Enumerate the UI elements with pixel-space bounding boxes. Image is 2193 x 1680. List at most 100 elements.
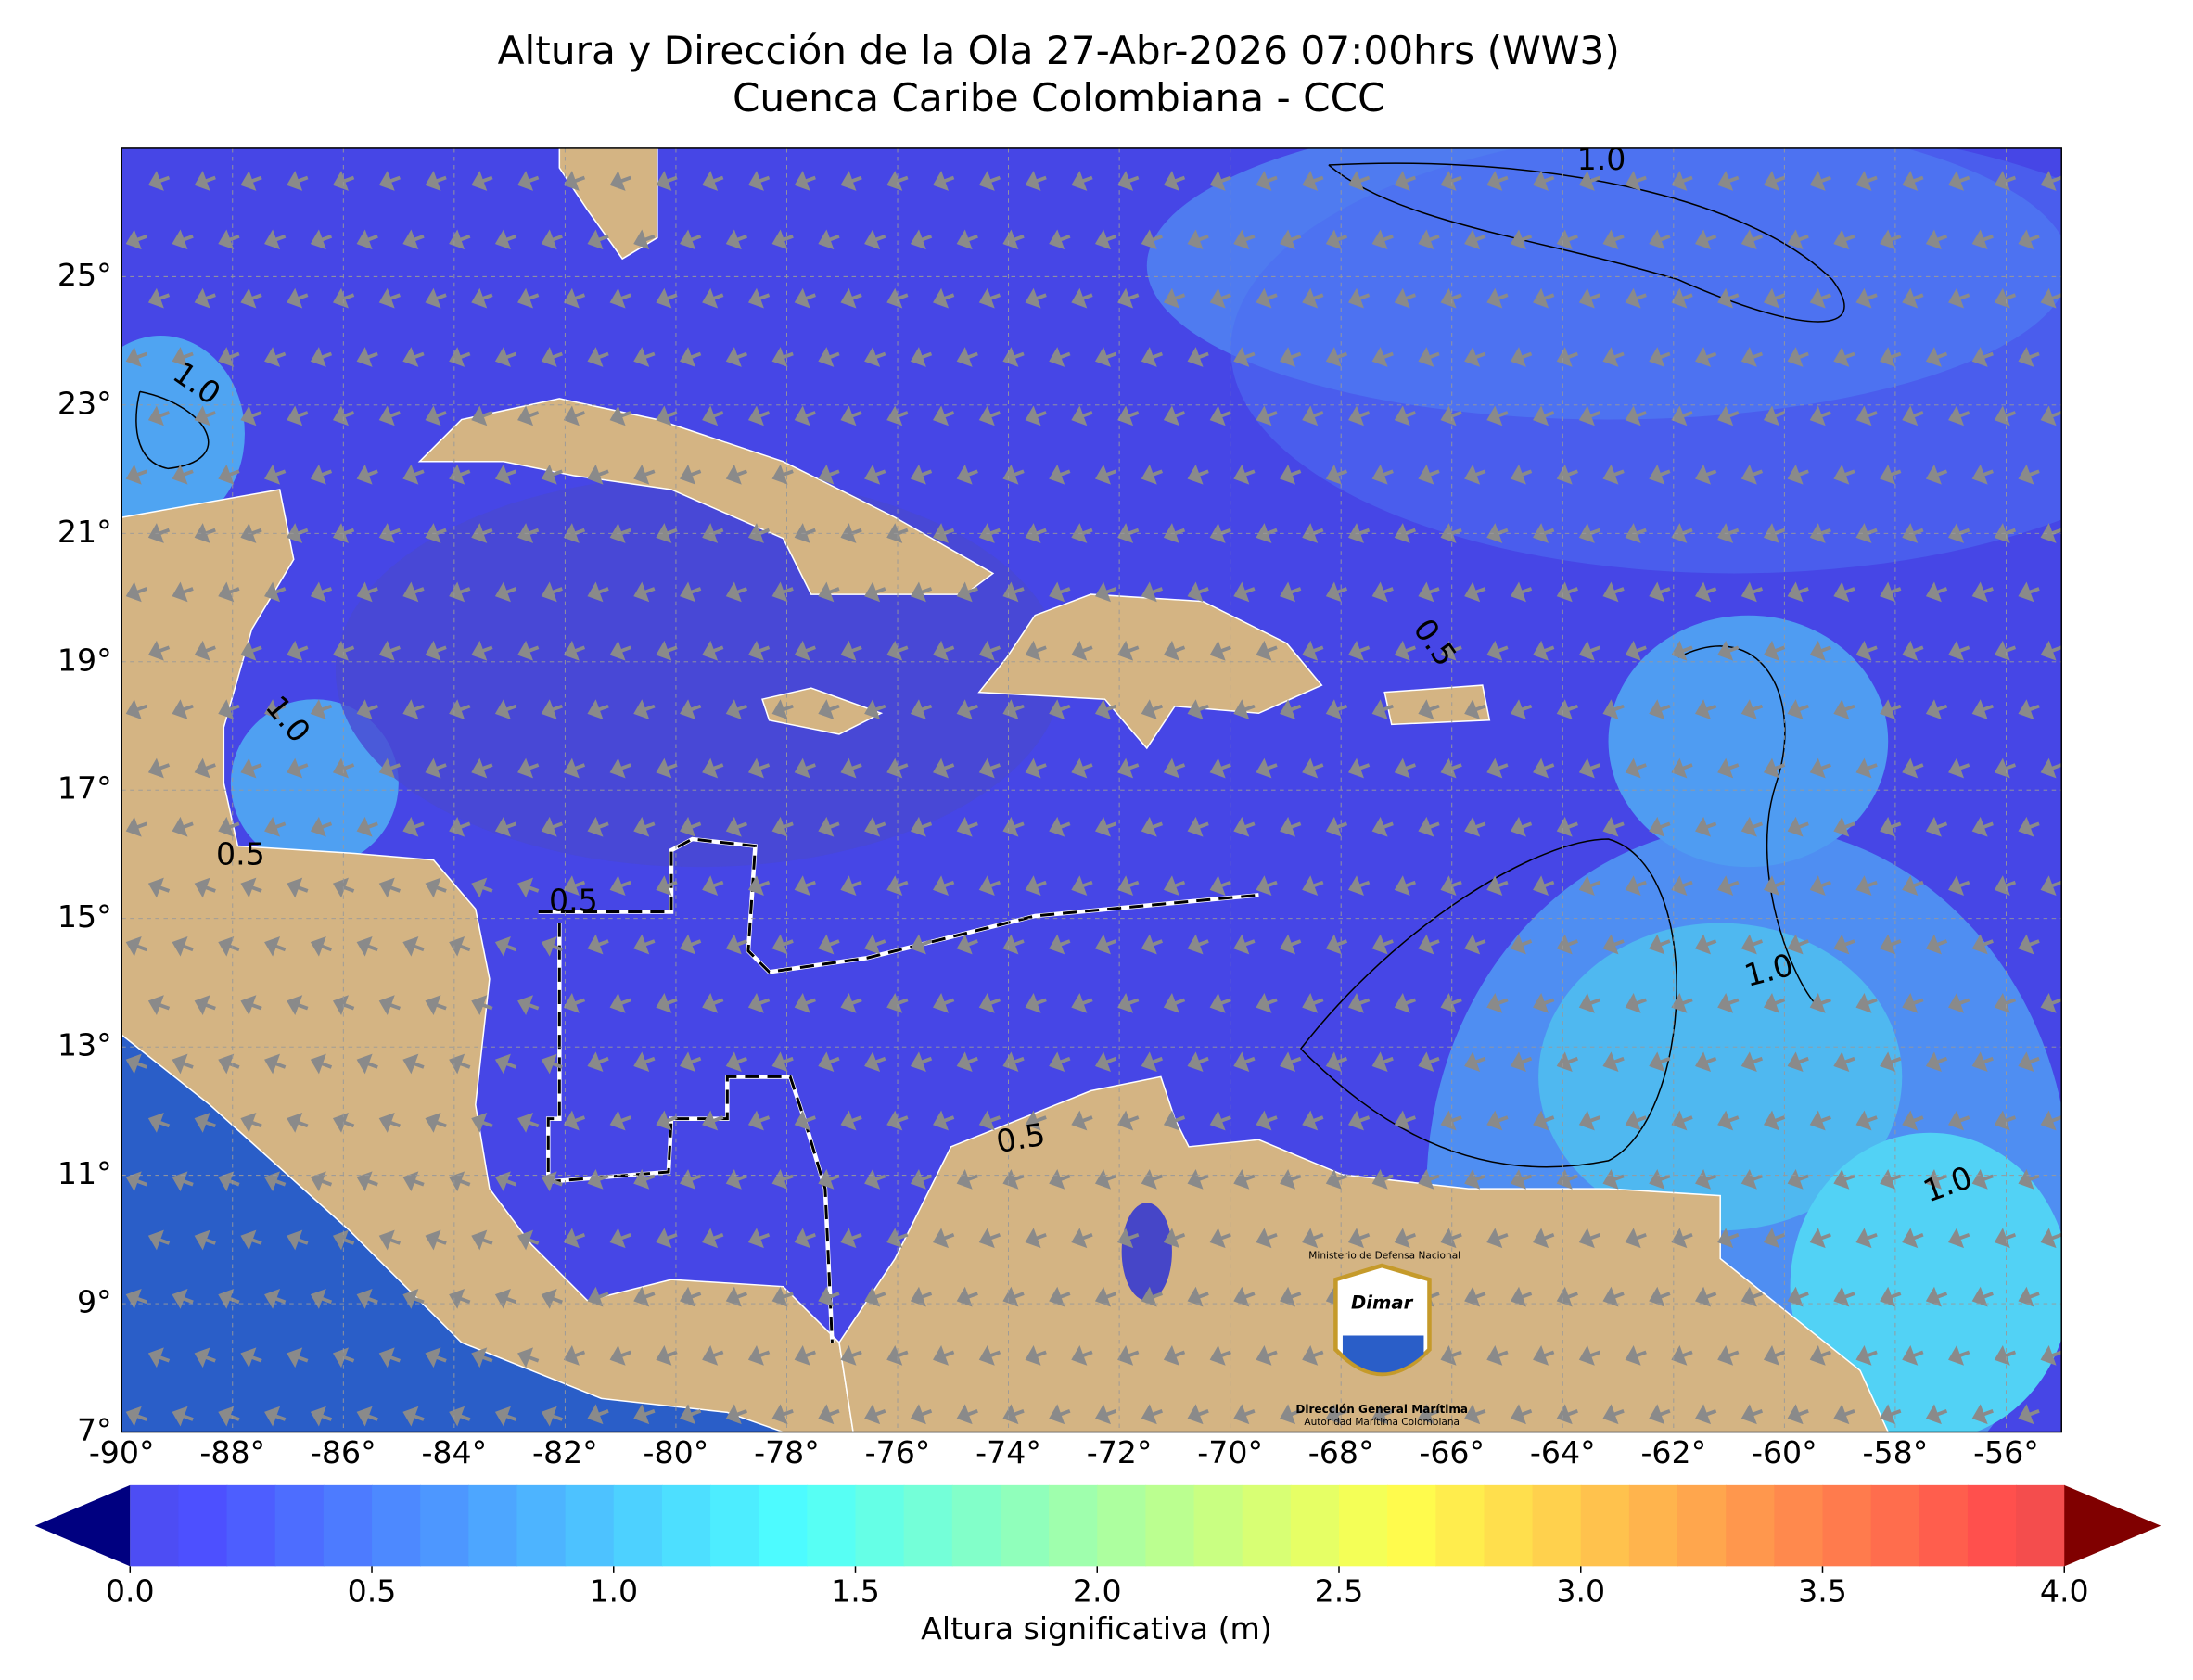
arrow-shape	[1533, 875, 1555, 897]
arrow	[1556, 1169, 1578, 1190]
arrow-shape	[1209, 992, 1231, 1013]
arrow-shape	[471, 1347, 493, 1368]
arrow	[1855, 1345, 1878, 1366]
arrow-shape	[1855, 405, 1878, 426]
arrow	[1948, 1228, 1970, 1249]
arrow-shape	[1740, 581, 1764, 603]
arrow-shape	[747, 405, 771, 426]
arrow	[680, 934, 702, 955]
arrow	[910, 347, 933, 367]
arrow	[633, 1404, 656, 1425]
arrow-shape	[1302, 1228, 1324, 1249]
arrow-shape	[1533, 287, 1555, 309]
arrow-shape	[1209, 1345, 1231, 1366]
arrow	[1486, 640, 1509, 661]
arrow	[1094, 464, 1117, 485]
arrow	[356, 699, 378, 719]
arrow	[1925, 229, 1948, 250]
arrow	[563, 405, 586, 426]
arrow-shape	[378, 757, 401, 779]
arrow	[1280, 1051, 1302, 1073]
arrow	[125, 1406, 147, 1427]
arrow-shape	[1094, 1169, 1117, 1190]
arrow-shape	[563, 171, 586, 191]
arrow	[1855, 1110, 1878, 1131]
arrow	[1902, 875, 1924, 897]
arrow	[1763, 287, 1786, 309]
arrow	[933, 992, 955, 1013]
arrow-shape	[1695, 464, 1717, 485]
arrow-shape	[563, 640, 586, 661]
arrow	[794, 171, 816, 191]
arrow-shape	[1440, 171, 1462, 191]
arrow	[1464, 1404, 1486, 1425]
colorbar-bin	[759, 1484, 809, 1567]
arrow-shape	[402, 229, 425, 250]
arrow-shape	[956, 816, 978, 837]
arrow	[125, 1289, 147, 1309]
arrow-shape	[818, 1051, 840, 1073]
arrow-shape	[1418, 934, 1440, 955]
arrow	[1625, 757, 1647, 779]
arrow	[747, 1345, 771, 1366]
arrow-shape	[1117, 171, 1140, 191]
arrow-shape	[471, 171, 493, 191]
arrow-shape	[563, 1228, 586, 1249]
arrow	[425, 1347, 447, 1368]
arrow	[702, 992, 724, 1013]
arrow-shape	[1394, 992, 1417, 1013]
arrow	[1486, 171, 1509, 191]
arrow	[494, 1406, 517, 1427]
colorbar-bin	[1049, 1484, 1099, 1567]
arrow	[1948, 287, 1970, 309]
arrow-shape	[1302, 171, 1324, 191]
arrow-shape	[218, 229, 240, 250]
arrow	[218, 816, 240, 837]
arrow	[541, 1171, 563, 1192]
arrow-shape	[656, 640, 678, 661]
arrow-shape	[910, 464, 933, 485]
arrow-shape	[1833, 1051, 1855, 1073]
arrow	[587, 934, 609, 955]
arrow-shape	[978, 1345, 1001, 1366]
arrow-shape	[1049, 934, 1071, 955]
arrow-shape	[1280, 464, 1302, 485]
arrow-shape	[1948, 171, 1970, 191]
arrow-shape	[1025, 1345, 1047, 1366]
arrow-shape	[587, 1051, 609, 1073]
arrow-shape	[1233, 699, 1256, 719]
arrow-shape	[1418, 816, 1440, 837]
arrow-shape	[425, 1229, 447, 1251]
arrow	[1049, 1051, 1071, 1073]
arrow	[1163, 640, 1186, 661]
arrow	[794, 1228, 816, 1249]
arrow	[2040, 1345, 2062, 1366]
arrow	[1855, 287, 1878, 309]
arrow	[1025, 875, 1047, 897]
arrow	[1994, 640, 2017, 661]
arrow	[1486, 875, 1509, 897]
arrow-shape	[609, 287, 631, 309]
arrow	[2040, 171, 2062, 191]
arrow	[1948, 992, 1970, 1013]
arrow-shape	[1625, 171, 1647, 191]
arrow	[1602, 581, 1625, 603]
arrow-shape	[1347, 757, 1371, 779]
arrow	[1049, 816, 1071, 837]
colorbar-bin	[1193, 1484, 1243, 1567]
arrow	[1163, 992, 1186, 1013]
arrow	[1256, 1228, 1278, 1249]
arrow-shape	[702, 287, 724, 309]
arrow	[1141, 1404, 1164, 1425]
arrow	[1902, 287, 1924, 309]
arrow-shape	[1695, 347, 1717, 367]
arrow-shape	[310, 1053, 333, 1075]
arrow-shape	[310, 1406, 333, 1427]
arrow	[656, 875, 678, 897]
arrow	[1117, 1110, 1140, 1131]
arrow-shape	[1117, 640, 1140, 661]
arrow-shape	[771, 934, 794, 955]
arrow	[147, 877, 171, 898]
arrow-shape	[1187, 816, 1209, 837]
arrow	[1925, 1286, 1948, 1307]
